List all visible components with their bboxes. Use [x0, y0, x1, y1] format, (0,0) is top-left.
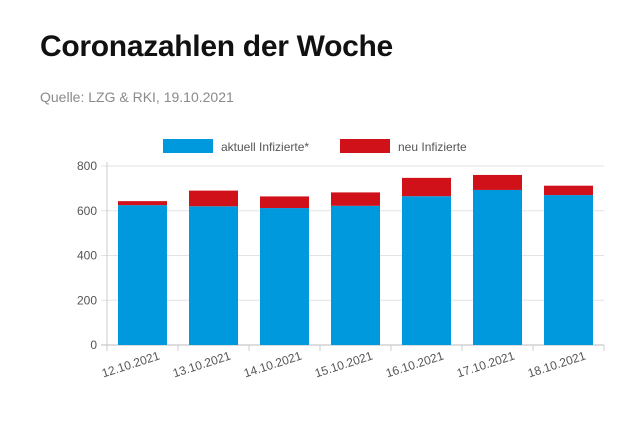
bar-aktuell-7 — [544, 195, 593, 345]
x-tick-label: 16.10.2021 — [384, 348, 446, 380]
bar-aktuell-4 — [331, 205, 380, 345]
x-tick-label: 17.10.2021 — [455, 348, 517, 380]
y-tick-label: 400 — [77, 249, 97, 263]
bar-neu-7 — [544, 185, 593, 196]
legend: aktuell Infizierte* neu Infizierte — [163, 139, 467, 154]
bar-neu-1 — [118, 201, 167, 206]
bar-neu-2 — [189, 190, 238, 207]
x-tick-label: 15.10.2021 — [313, 348, 375, 380]
bar-neu-5 — [402, 177, 451, 197]
bar-aktuell-5 — [402, 196, 451, 345]
y-tick-label: 200 — [77, 293, 97, 307]
legend-swatch-1 — [163, 139, 213, 153]
bar-aktuell-3 — [260, 208, 309, 345]
bar-aktuell-6 — [473, 189, 522, 345]
bar-neu-4 — [331, 192, 380, 206]
bar-aktuell-2 — [189, 206, 238, 345]
legend-label-1: aktuell Infizierte* — [221, 140, 309, 154]
x-axis: 12.10.2021 13.10.2021 14.10.2021 15.10.2021… — [100, 348, 588, 380]
chart-title: Coronazahlen der Woche — [40, 30, 393, 63]
x-tick-label: 12.10.2021 — [100, 348, 162, 380]
bar-aktuell-1 — [118, 205, 167, 345]
bar-neu-3 — [260, 196, 309, 209]
chart-source: Quelle: LZG & RKI, 19.10.2021 — [40, 89, 234, 105]
legend-label-2: neu Infizierte — [398, 140, 467, 154]
x-tick-label: 14.10.2021 — [242, 348, 304, 380]
y-tick-label: 0 — [90, 338, 97, 352]
bar-neu-6 — [473, 174, 522, 190]
legend-swatch-2 — [340, 139, 390, 153]
x-tick-label: 13.10.2021 — [171, 348, 233, 380]
bars — [118, 174, 605, 351]
y-tick-label: 800 — [77, 159, 97, 173]
y-axis: 0 200 400 600 800 — [77, 159, 108, 352]
x-tick-label: 18.10.2021 — [526, 348, 588, 380]
y-tick-label: 600 — [77, 204, 97, 218]
